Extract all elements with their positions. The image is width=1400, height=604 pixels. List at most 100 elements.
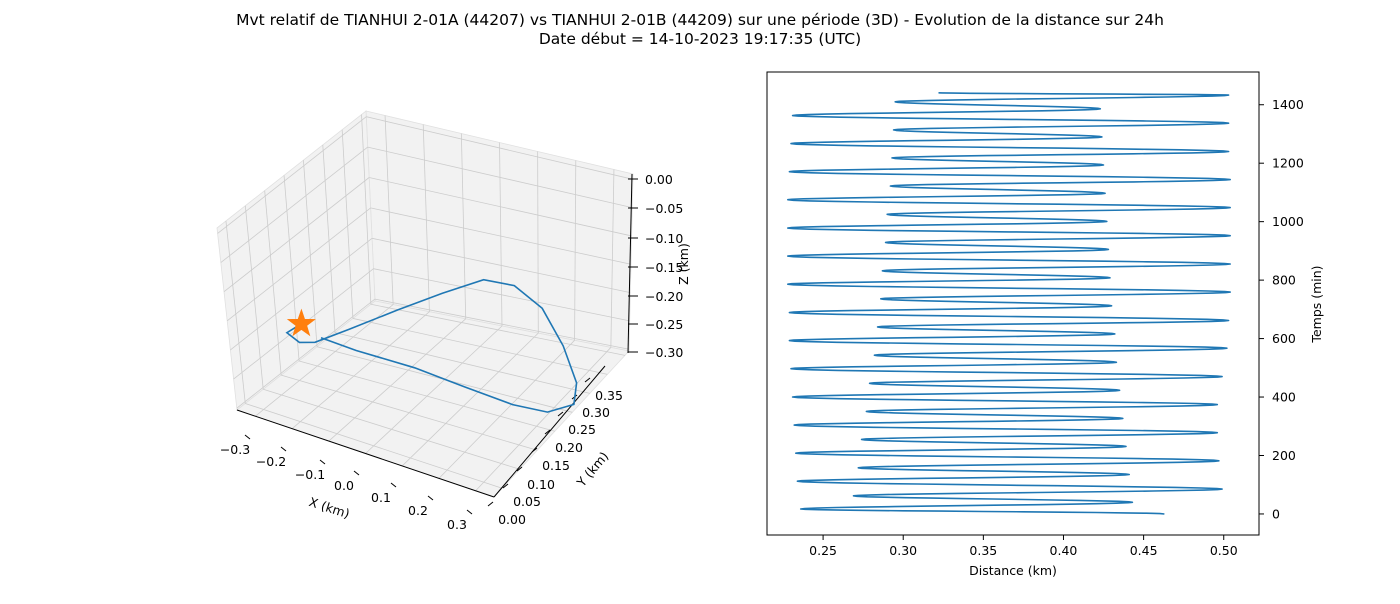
y-tick-label-3d: 0.30 [582,405,610,420]
z-axis-title-3d: Z (km) [676,243,691,285]
x-tick-mark-3d [319,459,326,465]
x-tick-label-3d: 0.3 [447,517,467,532]
y-tick-label-3d: 0.20 [555,440,583,455]
y-tick-mark-3d [544,429,551,435]
y-tick-mark-3d [516,466,523,472]
y-tick-label-3d: 0.35 [595,388,623,403]
grid-z-back [374,298,630,350]
y-tick-mark-3d [584,377,591,383]
z-tick-label-3d: −0.05 [645,201,683,216]
z-tick-label-3d: −0.25 [645,317,683,332]
figure-title-line-2: Date début = 14-10-2023 19:17:35 (UTC) [539,30,861,48]
z-tick-label-3d: −0.15 [645,260,683,275]
grid-x-back [460,133,467,319]
z-tick-label-3d: 0.00 [645,172,673,187]
x-axis-title-2d: Distance (km) [969,563,1057,578]
series-2d [787,92,1231,515]
y-tick-label-3d: 0.15 [542,458,570,473]
grid-y-floor [281,374,538,451]
x-tick-mark-3d [390,482,397,488]
grid-x-floor [328,318,466,442]
y-tick-label-2d: 400 [1272,390,1296,405]
x-tick-label-2d: 0.25 [809,543,837,558]
grid-z-left [236,298,376,409]
y-tick-mark-3d [487,501,494,507]
grid-y-left [361,114,372,305]
x-tick-mark-3d [244,434,251,440]
grid-y-left [225,220,246,404]
grid-x-floor [475,347,612,492]
grid-x-back [574,160,577,341]
y-tick-label-2d: 1200 [1272,156,1304,171]
y-tick-label-2d: 200 [1272,448,1296,463]
grid-y-left [264,190,282,376]
grid-x-floor [255,304,394,417]
grid-y-left [322,144,336,333]
x-tick-label-3d: 0.0 [334,478,354,493]
grid-z-back [366,116,633,180]
grid-z-back [373,268,630,322]
y-tick-mark-3d [502,483,509,489]
grid-x-floor [291,311,430,429]
x-tick-label-2d: 0.35 [969,543,997,558]
y-tick-label-3d: 0.25 [568,422,596,437]
y-ticks-3d: 0.00 0.05 0.10 0.15 0.20 0.25 0.30 0.35 [487,377,623,527]
x-tick-label-3d: −0.3 [220,442,250,457]
grid-y-floor [298,360,555,432]
grid-x-back [384,115,394,305]
z-axis-line [627,173,633,354]
grid-y-floor [352,318,608,375]
distance-line-2d [787,92,1231,515]
grid-y-floor [263,388,520,470]
plot-2d-frame [766,71,1260,536]
y-tick-mark-3d [531,447,538,453]
x-tick-label-2d: 0.45 [1130,543,1158,558]
grid-z-left [220,146,368,263]
grid-x-floor [365,325,503,454]
y-tick-label-2d: 800 [1272,273,1296,288]
grid-z-back [369,177,632,237]
x-ticks-2d: 0.25 0.30 0.35 0.40 0.45 0.50 [809,535,1238,558]
x-axis-line [236,409,495,498]
grid-x-floor [401,332,539,467]
x-tick-label-3d: −0.2 [256,454,286,469]
y-tick-label-2d: 600 [1272,331,1296,346]
plot-distance-vs-time: 0.25 0.30 0.35 0.40 0.45 0.50 0 200 400 600 800 10… [766,71,1324,578]
y-tick-label-3d: 0.00 [498,512,526,527]
grid-y-floor [334,332,590,394]
z-tick-label-3d: −0.30 [645,345,683,360]
x-tick-label-2d: 0.30 [889,543,917,558]
y-tick-label-3d: 0.05 [513,494,541,509]
plot-3d-trajectory: −0.3 −0.2 −0.1 0.0 0.1 0.2 0.3 0.00 0.05 0.10 0.1… [216,110,691,532]
y-ticks-2d: 0 200 400 600 800 1000 1200 1400 [1259,97,1304,521]
grid-y-left [244,205,264,390]
grid-y-floor [245,403,503,489]
grid-x-floor [438,340,575,479]
y-axis-line [493,365,606,498]
x-tick-mark-3d [280,446,287,452]
x-tick-label-3d: 0.1 [371,490,391,505]
x-tick-mark-3d [466,509,473,515]
grid-y-floor [370,303,626,356]
x-axis-title-3d: X (km) [307,494,351,521]
x-tick-label-3d: −0.1 [295,467,325,482]
grid-z-left [226,207,371,322]
z-ticks-3d: 0.00 −0.05 −0.10 −0.15 −0.20 −0.25 −0.30 [628,172,683,360]
grid-y-left [303,160,318,347]
grid-z-left [230,237,373,351]
grid-z-back [371,237,631,293]
x-tick-label-2d: 0.50 [1210,543,1238,558]
axes-3d-lines [236,173,633,498]
figure-title-line-1: Mvt relatif de TIANHUI 2-01A (44207) vs … [236,11,1164,29]
y-tick-label-2d: 0 [1272,506,1280,521]
y-axis-title-2d: Temps (min) [1309,265,1324,343]
x-tick-mark-3d [427,495,434,501]
x-ticks-3d: −0.3 −0.2 −0.1 0.0 0.1 0.2 0.3 [220,434,473,532]
grid-x-back [537,151,539,334]
grid-x-back [610,169,615,348]
grid-3d [217,114,633,492]
grid-y-left [341,129,354,319]
start-marker-star [286,308,316,337]
